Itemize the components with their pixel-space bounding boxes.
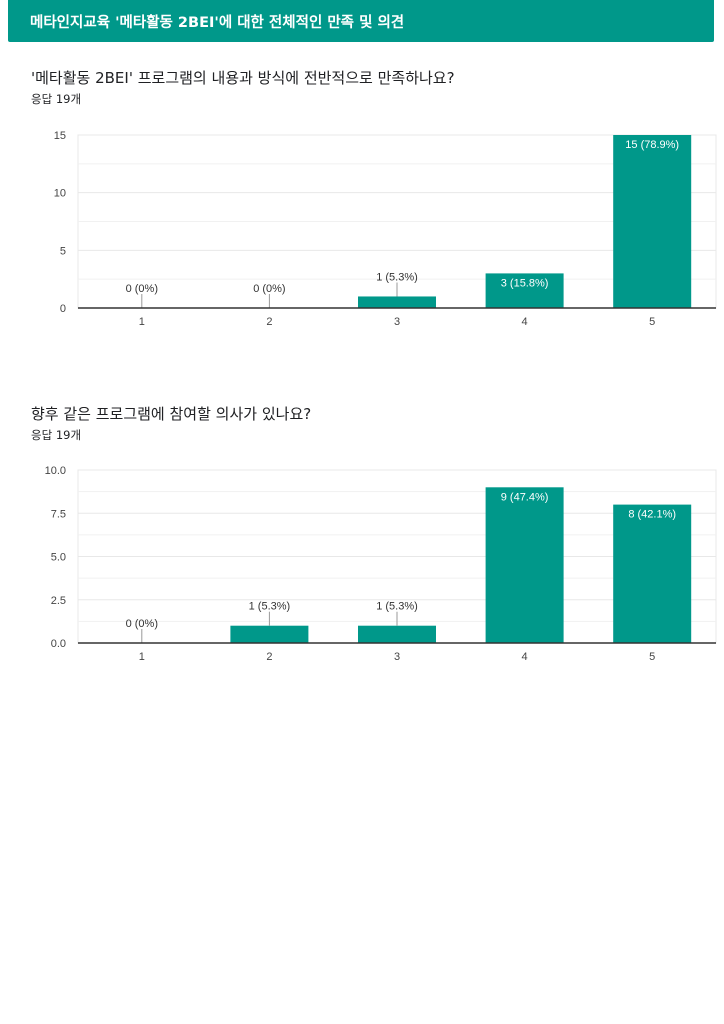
y-tick-label: 2.5 (51, 595, 66, 607)
data-label: 9 (47.4%) (501, 491, 549, 503)
data-label: 0 (0%) (126, 618, 158, 630)
x-tick-label: 3 (394, 316, 400, 328)
x-tick-label: 5 (649, 651, 655, 663)
response-count: 응답 19개 (31, 428, 82, 442)
x-tick-label: 3 (394, 651, 400, 663)
bar-4 (485, 273, 564, 308)
bar-chart-satisfaction: 0 5 10 15 0 (0%) 1 0 (0%) 2 1 (5.3%) 3 3 (15.8%) 4 1… (54, 130, 717, 328)
y-tick-label: 15 (54, 130, 66, 142)
question-title: '메타활동 2BEI' 프로그램의 내용과 방식에 전반적으로 만족하나요? (31, 69, 455, 87)
data-label: 8 (42.1%) (628, 509, 676, 521)
x-tick-label: 1 (139, 651, 145, 663)
bar-3 (358, 625, 436, 643)
y-tick-label: 5.0 (51, 552, 66, 564)
data-label: 1 (5.3%) (376, 271, 418, 283)
bar-4 (485, 487, 564, 643)
x-tick-label: 2 (266, 651, 272, 663)
y-tick-label: 10 (54, 188, 66, 200)
y-tick-label: 0.0 (51, 638, 66, 650)
bar-3 (358, 296, 436, 308)
x-tick-label: 5 (649, 316, 655, 328)
x-tick-label: 4 (522, 316, 528, 328)
data-label: 3 (15.8%) (501, 277, 549, 289)
y-tick-label: 0 (60, 303, 66, 315)
y-tick-label: 7.5 (51, 508, 66, 520)
data-label: 15 (78.9%) (625, 139, 679, 151)
x-tick-label: 4 (522, 651, 528, 663)
question-title: 향후 같은 프로그램에 참여할 의사가 있나요? (31, 405, 312, 423)
response-count: 응답 19개 (31, 92, 82, 106)
form-header: 메타인지교육 '메타활동 2BEI'에 대한 전체적인 만족 및 의견 (8, 0, 714, 42)
x-tick-label: 2 (266, 316, 272, 328)
bar-chart-participation-intent: 0.0 2.5 5.0 7.5 10.0 0 (0%) 1 1 (5.3%) 2 1 (5.3%)… (45, 465, 717, 663)
form-title: 메타인지교육 '메타활동 2BEI'에 대한 전체적인 만족 및 의견 (30, 15, 405, 31)
bar-5 (613, 135, 692, 308)
y-tick-label: 5 (60, 245, 66, 257)
data-label: 1 (5.3%) (249, 601, 291, 613)
data-label: 0 (0%) (253, 283, 285, 295)
y-tick-label: 10.0 (45, 465, 66, 477)
x-tick-label: 1 (139, 316, 145, 328)
bar-5 (613, 504, 692, 643)
bar-2 (230, 625, 309, 643)
data-label: 1 (5.3%) (376, 601, 418, 613)
data-label: 0 (0%) (126, 283, 158, 295)
